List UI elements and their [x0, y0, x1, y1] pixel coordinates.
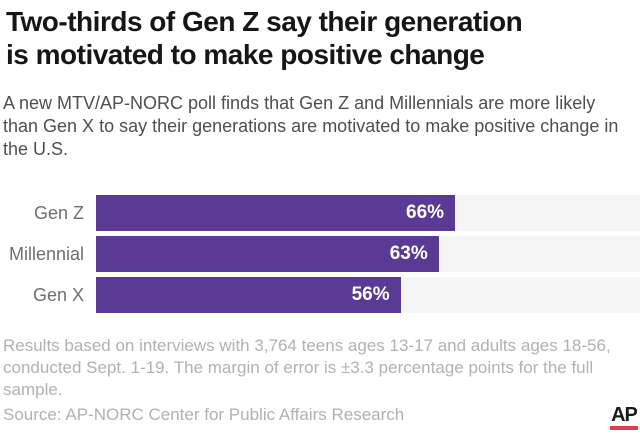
page-title-line-1: Two-thirds of Gen Z say their generation	[6, 6, 523, 37]
bar-value-label: 63%	[389, 243, 428, 264]
page-title: Two-thirds of Gen Z say their generation…	[6, 5, 636, 71]
bar-track: 56%	[96, 277, 640, 313]
page-title-line-2: is motivated to make positive change	[6, 39, 485, 70]
bar-value-label: 66%	[406, 202, 445, 223]
category-label: Gen X	[32, 285, 84, 305]
subtitle: A new MTV/AP-NORC poll finds that Gen Z …	[3, 93, 619, 159]
bar-row: Gen X 56%	[0, 277, 640, 313]
bar-chart: Gen Z 66% Millennial 63% Gen X 56%	[0, 195, 640, 313]
bar-row: Gen Z 66%	[0, 195, 640, 231]
bar: 66%	[96, 195, 456, 231]
bar: 63%	[96, 236, 439, 272]
bar-row: Millennial 63%	[0, 236, 640, 272]
source-credit: Source: AP-NORC Center for Public Affair…	[3, 405, 405, 424]
ap-logo: AP	[610, 405, 638, 430]
source-row: Source: AP-NORC Center for Public Affair…	[3, 404, 638, 430]
bar-track: 63%	[96, 236, 640, 272]
bar-value-label: 56%	[351, 284, 390, 305]
bar: 56%	[96, 277, 401, 313]
ap-logo-text: AP	[611, 404, 638, 426]
category-label: Millennial	[8, 244, 84, 264]
ap-logo-red-bar	[610, 426, 638, 430]
category-label: Gen Z	[33, 203, 84, 223]
methodology-note: Results based on interviews with 3,764 t…	[3, 336, 611, 399]
bar-track: 66%	[96, 195, 640, 231]
